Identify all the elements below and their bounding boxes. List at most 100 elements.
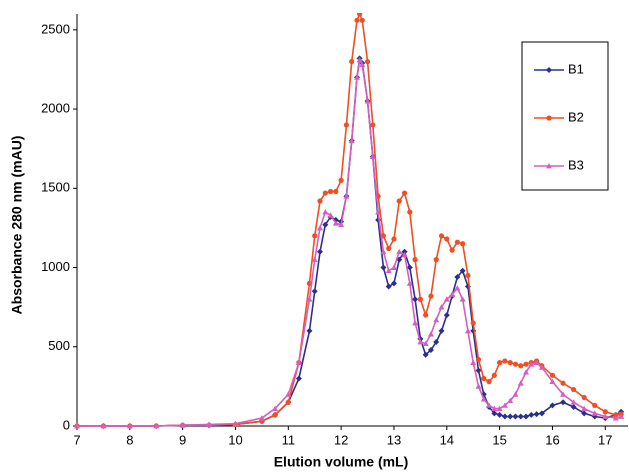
point — [613, 412, 619, 418]
legend-label: B1 — [568, 61, 584, 76]
point — [507, 397, 514, 404]
x-tick-label: 9 — [179, 432, 186, 447]
point — [501, 413, 508, 420]
point — [396, 248, 403, 255]
legend: B1 B2 B3 — [521, 41, 609, 191]
point — [444, 236, 450, 242]
point — [306, 327, 313, 334]
point — [353, 74, 360, 80]
point — [312, 233, 318, 239]
point — [512, 361, 519, 367]
point — [491, 410, 498, 417]
point — [401, 190, 408, 196]
point — [496, 411, 503, 418]
y-tick-label: 0 — [63, 417, 70, 432]
y-tick-label: 2000 — [41, 101, 70, 116]
point — [285, 391, 292, 397]
point — [422, 340, 429, 346]
point — [428, 293, 434, 299]
point — [295, 375, 302, 382]
point — [369, 153, 376, 160]
point — [517, 413, 524, 420]
point — [343, 193, 350, 199]
x-axis-title: Elution volume (mL) — [274, 454, 409, 470]
point — [375, 209, 382, 215]
point — [560, 391, 567, 397]
point — [390, 264, 397, 270]
point — [465, 272, 471, 279]
legend-label: B2 — [568, 109, 584, 124]
point — [179, 422, 186, 428]
point — [427, 346, 434, 353]
point — [100, 423, 107, 429]
point — [470, 359, 477, 366]
point — [459, 296, 466, 302]
point — [317, 198, 323, 204]
point — [385, 283, 392, 290]
x-tick-label: 16 — [545, 432, 559, 447]
y-tick-label: 1500 — [41, 180, 70, 195]
point — [311, 256, 318, 263]
point — [502, 358, 508, 364]
point — [507, 413, 514, 420]
legend-marker — [546, 115, 552, 121]
point — [317, 224, 324, 231]
point — [549, 372, 556, 378]
point — [560, 399, 567, 406]
x-tick-label: 15 — [492, 432, 506, 447]
point — [491, 405, 498, 411]
point — [618, 413, 625, 419]
point — [322, 221, 329, 228]
point — [349, 58, 355, 65]
y-tick-label: 500 — [48, 338, 70, 353]
point — [459, 267, 466, 274]
point — [560, 380, 566, 386]
point — [496, 405, 503, 411]
point — [475, 367, 482, 374]
point — [602, 409, 608, 415]
point — [412, 257, 418, 263]
point — [438, 327, 445, 334]
point — [491, 372, 497, 378]
point — [427, 331, 434, 337]
point — [370, 122, 376, 128]
point — [417, 339, 424, 345]
point — [570, 399, 577, 405]
point — [454, 239, 460, 245]
point — [285, 399, 291, 405]
point — [338, 177, 344, 183]
point — [501, 402, 508, 408]
point — [443, 296, 450, 302]
point — [343, 122, 350, 128]
point — [523, 369, 530, 375]
point — [533, 359, 540, 366]
point — [412, 296, 419, 303]
point — [357, 13, 363, 17]
point — [433, 339, 440, 346]
point — [317, 248, 324, 255]
point — [480, 396, 487, 402]
point — [454, 285, 461, 291]
point — [581, 410, 588, 417]
x-tick-label: 12 — [334, 432, 348, 447]
point — [512, 413, 519, 420]
point — [348, 137, 355, 144]
x-tick-label: 8 — [126, 432, 133, 447]
point — [549, 378, 556, 385]
point — [433, 316, 440, 323]
point — [232, 420, 239, 427]
point — [486, 402, 493, 408]
point — [295, 359, 302, 366]
y-tick-label: 1000 — [41, 259, 70, 274]
point — [523, 361, 529, 367]
point — [507, 360, 513, 366]
point — [517, 380, 524, 386]
x-tick-label: 17 — [598, 432, 612, 447]
point — [528, 411, 535, 418]
point — [407, 209, 413, 215]
plot-area — [74, 13, 625, 429]
point — [528, 361, 535, 367]
point — [126, 423, 133, 429]
point — [481, 375, 487, 382]
point — [412, 320, 419, 326]
